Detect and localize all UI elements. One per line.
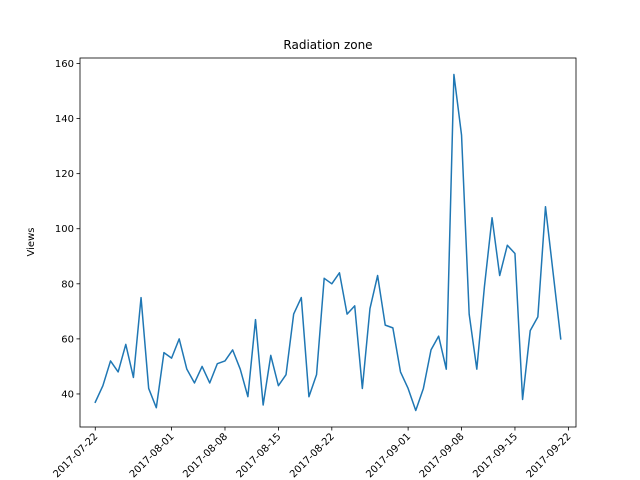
- series-line-0: [94, 73, 562, 412]
- x-tick-label: 2017-09-15: [471, 431, 520, 480]
- y-tick-label: 120: [55, 169, 74, 180]
- y-tick-label: 100: [55, 224, 74, 235]
- y-tick-label: 140: [55, 114, 74, 125]
- x-tick-label: 2017-08-15: [235, 431, 284, 480]
- x-tick-label: 2017-08-22: [288, 431, 337, 480]
- x-tick-label: 2017-08-01: [128, 431, 177, 480]
- y-tick-label: 40: [61, 389, 74, 400]
- y-tick-label: 80: [61, 279, 74, 290]
- plot-frame: [79, 57, 577, 428]
- y-tick-label: 160: [55, 59, 74, 70]
- x-tick-label: 2017-09-22: [525, 431, 574, 480]
- chart-title: Radiation zone: [283, 38, 372, 52]
- x-tick-label: 2017-09-01: [364, 431, 413, 480]
- x-tick-label: 2017-09-08: [418, 431, 467, 480]
- y-axis-label: Views: [26, 228, 37, 257]
- x-tick-label: 2017-08-08: [181, 431, 230, 480]
- x-tick-label: 2017-07-22: [52, 431, 101, 480]
- y-tick-label: 60: [61, 334, 74, 345]
